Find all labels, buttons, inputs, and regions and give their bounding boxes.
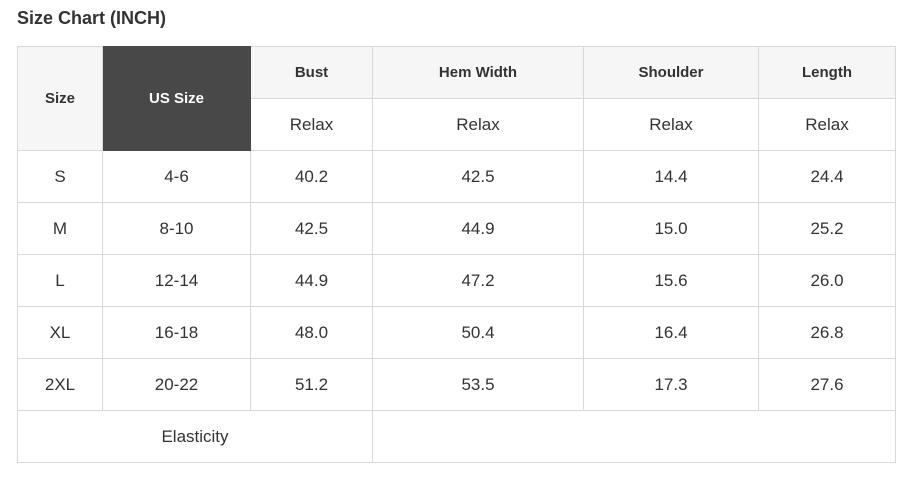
- bust-cell: 48.0: [250, 306, 373, 359]
- elasticity-label-cell: Elasticity: [17, 410, 373, 463]
- table-row-2xl: 2XL 20-22 51.2 53.5 17.3 27.6: [17, 358, 896, 411]
- header-cell-shoulder: Shoulder: [583, 46, 759, 99]
- hem-width-cell: 42.5: [372, 150, 584, 203]
- table-row-m: M 8-10 42.5 44.9 15.0 25.2: [17, 202, 896, 255]
- us-size-cell: 4-6: [102, 150, 251, 203]
- page-title: Size Chart (INCH): [17, 8, 167, 28]
- shoulder-cell: 17.3: [583, 358, 759, 411]
- size-cell: L: [17, 254, 103, 307]
- fit-cell-length: Relax: [758, 98, 896, 151]
- header-cell-hem-width: Hem Width: [372, 46, 584, 99]
- header-row-measures: Size US Size Bust Hem Width Shoulder Len…: [17, 46, 896, 151]
- bust-cell: 51.2: [250, 358, 373, 411]
- hem-width-cell: 50.4: [372, 306, 584, 359]
- us-size-cell: 20-22: [102, 358, 251, 411]
- table-row-s: S 4-6 40.2 42.5 14.4 24.4: [17, 150, 896, 203]
- hem-width-cell: 53.5: [372, 358, 584, 411]
- size-cell: XL: [17, 306, 103, 359]
- bust-cell: 44.9: [250, 254, 373, 307]
- size-cell: S: [17, 150, 103, 203]
- shoulder-cell: 14.4: [583, 150, 759, 203]
- length-cell: 26.8: [758, 306, 896, 359]
- table-row-xl: XL 16-18 48.0 50.4 16.4 26.8: [17, 306, 896, 359]
- header-cell-size: Size: [17, 46, 103, 151]
- size-chart-table: Size US Size Bust Hem Width Shoulder Len…: [17, 46, 896, 463]
- us-size-cell: 16-18: [102, 306, 251, 359]
- shoulder-cell: 16.4: [583, 306, 759, 359]
- header-cell-bust: Bust: [250, 46, 373, 99]
- bust-cell: 42.5: [250, 202, 373, 255]
- table-row-elasticity: Elasticity: [17, 410, 896, 463]
- size-cell: 2XL: [17, 358, 103, 411]
- hem-width-cell: 47.2: [372, 254, 584, 307]
- fit-cell-shoulder: Relax: [583, 98, 759, 151]
- header-row-fit: Relax Relax Relax Relax: [18, 98, 896, 151]
- shoulder-cell: 15.6: [583, 254, 759, 307]
- us-size-cell: 12-14: [102, 254, 251, 307]
- size-cell: M: [17, 202, 103, 255]
- shoulder-cell: 15.0: [583, 202, 759, 255]
- header-cell-length: Length: [758, 46, 896, 99]
- table-row-l: L 12-14 44.9 47.2 15.6 26.0: [17, 254, 896, 307]
- hem-width-cell: 44.9: [372, 202, 584, 255]
- length-cell: 26.0: [758, 254, 896, 307]
- length-cell: 24.4: [758, 150, 896, 203]
- fit-cell-bust: Relax: [250, 98, 373, 151]
- bust-cell: 40.2: [250, 150, 373, 203]
- us-size-cell: 8-10: [102, 202, 251, 255]
- header-cell-us-size: US Size: [102, 46, 251, 151]
- length-cell: 25.2: [758, 202, 896, 255]
- size-chart-section: Size Chart (INCH) Size US Size Bust Hem …: [17, 8, 896, 463]
- length-cell: 27.6: [758, 358, 896, 411]
- fit-cell-hem-width: Relax: [372, 98, 584, 151]
- elasticity-value-cell: [372, 410, 896, 463]
